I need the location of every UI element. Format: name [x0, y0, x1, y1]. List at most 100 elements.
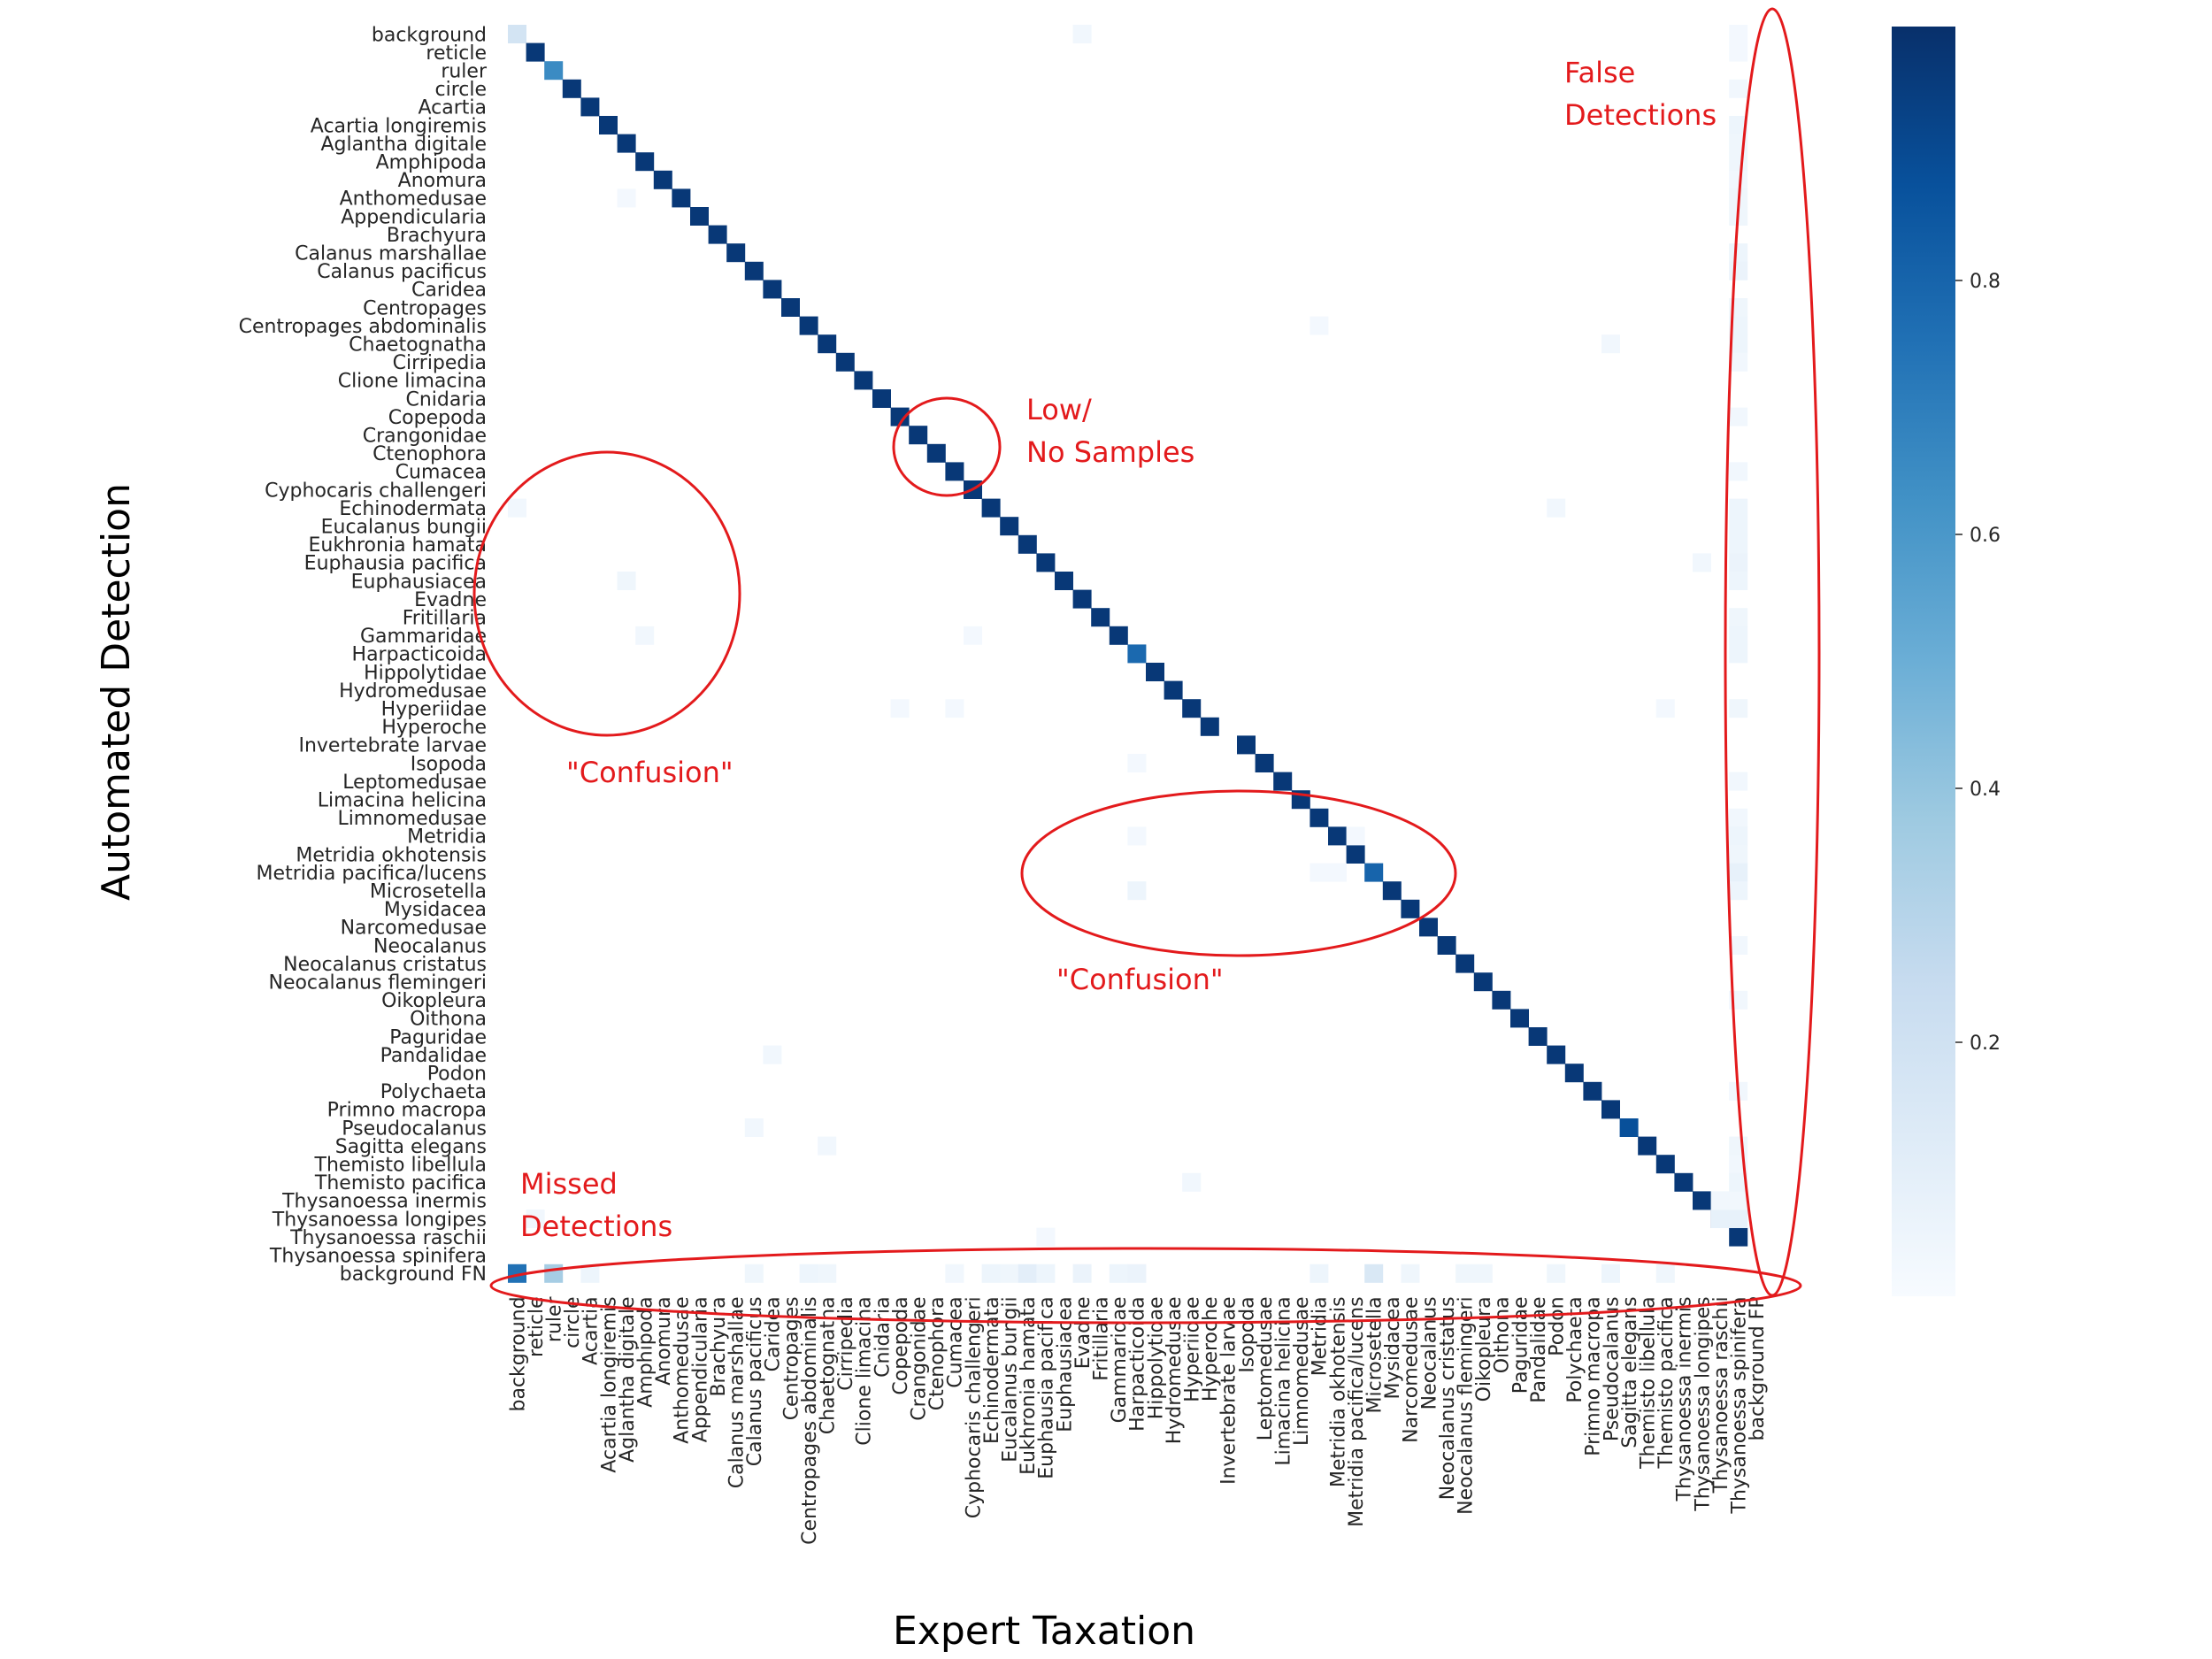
y-tick-label: Thysanoessa longipes	[272, 1209, 487, 1231]
annotation-low-no-samples: Low/	[1026, 393, 1092, 426]
heatmap-cell	[1510, 1009, 1529, 1028]
x-tick-label: Mysidacea	[1382, 1296, 1404, 1399]
heatmap-cell	[818, 334, 837, 354]
heatmap-cell	[1182, 1172, 1202, 1192]
heatmap-cell	[1072, 25, 1092, 43]
x-tick-label: Evadne	[1072, 1296, 1094, 1369]
heatmap-cell	[1729, 152, 1748, 172]
heatmap-cell	[1693, 1191, 1711, 1210]
heatmap-cell	[1382, 881, 1402, 901]
x-tick-label: background	[507, 1296, 529, 1411]
heatmap-cell	[1710, 1210, 1730, 1228]
heatmap-cell	[1547, 1045, 1566, 1064]
y-tick-label: Neocalanus cristatus	[283, 954, 487, 976]
heatmap-cell	[1164, 680, 1183, 700]
heatmap-cell	[708, 225, 727, 244]
y-tick-label: Cyphocaris challengeri	[265, 480, 487, 502]
heatmap-cell	[1729, 261, 1748, 280]
heatmap-cell	[1310, 316, 1329, 335]
heatmap-cell	[1328, 826, 1347, 846]
y-tick-label: background	[372, 24, 487, 46]
x-tick-label: Thysanoessa spinifera	[1729, 1296, 1751, 1514]
x-tick-label: Hippolytidae	[1145, 1296, 1167, 1419]
heatmap-cell	[617, 134, 636, 153]
y-tick-label: Limacina helicina	[318, 790, 487, 812]
y-tick-label: Amphipoda	[376, 152, 487, 174]
heatmap-cell	[526, 42, 545, 62]
heatmap-cell	[945, 699, 964, 718]
x-tick-label: Isopoda	[1236, 1296, 1258, 1372]
heatmap-cell	[1729, 699, 1748, 718]
y-tick-label: Leptomedusae	[342, 772, 487, 794]
y-tick-label: Thysanoessa raschii	[289, 1227, 487, 1249]
heatmap-cell	[854, 371, 873, 390]
heatmap-cell	[763, 280, 782, 299]
y-axis-title: Automated Detection	[94, 483, 139, 901]
heatmap-cell	[508, 25, 526, 43]
heatmap-cell	[544, 61, 564, 81]
y-tick-label: ruler	[441, 61, 488, 83]
y-tick-label: circle	[434, 79, 487, 101]
colorbar-gradient	[1892, 27, 1955, 1296]
heatmap-cell	[1000, 1263, 1019, 1283]
heatmap-cell	[981, 498, 1001, 518]
heatmap-cell	[1729, 334, 1748, 354]
heatmap-cell	[1091, 608, 1110, 627]
x-tick-label: Neocalanus	[1418, 1296, 1440, 1409]
heatmap-cell	[1729, 517, 1748, 536]
x-tick-label: Cumacea	[945, 1296, 967, 1387]
annotation-false-detections: Detections	[1564, 98, 1717, 132]
heatmap-cell	[835, 352, 855, 372]
x-tick-label: Cyphocaris challengeri	[963, 1296, 985, 1518]
x-tick-label: Cirripedia	[835, 1296, 857, 1390]
heatmap-cell	[617, 188, 636, 208]
y-tick-label: Cirripedia	[393, 352, 487, 374]
heatmap-cell	[799, 316, 818, 335]
heatmap-cell	[1729, 808, 1748, 827]
heatmap-cell	[1710, 1191, 1730, 1210]
low-samples-ellipse	[892, 396, 1002, 497]
heatmap-cell	[526, 1210, 545, 1228]
x-tick-label: Aglantha digitale	[617, 1296, 639, 1463]
heatmap-cell	[1018, 1263, 1037, 1283]
x-tick-label: Hyperiidae	[1182, 1296, 1204, 1402]
x-tick-label: Metridia	[1310, 1296, 1332, 1376]
heatmap-cell	[1310, 1263, 1329, 1283]
x-tick-label: Neocalanus cristatus	[1437, 1296, 1459, 1500]
y-tick-label: Hydromedusae	[339, 680, 487, 703]
y-tick-label: Euphausiacea	[351, 571, 487, 593]
heatmap-cells	[508, 25, 1748, 1283]
y-tick-label: Fritillaria	[403, 608, 487, 630]
heatmap-cell	[1547, 498, 1566, 518]
annotation-low-no-samples: No Samples	[1026, 435, 1194, 469]
heatmap-cell	[1655, 699, 1675, 718]
y-tick-label: Copepoda	[388, 407, 487, 429]
y-tick-label: Eucalanus bungii	[321, 517, 487, 539]
y-tick-label: Invertebrate larvae	[298, 735, 487, 757]
y-tick-label: Ctenophora	[373, 443, 487, 465]
heatmap-cell	[508, 498, 526, 518]
x-tick-label: Neocalanus flemingeri	[1455, 1296, 1478, 1515]
heatmap-cell	[890, 407, 910, 426]
heatmap-cell	[1255, 754, 1274, 772]
heatmap-cell	[617, 572, 636, 590]
heatmap-cell	[1564, 1064, 1584, 1083]
y-tick-label: Calanus marshallae	[295, 243, 487, 265]
x-tick-label: Metridia pacifica/lucens	[1346, 1296, 1368, 1526]
heatmap-cell	[981, 1263, 1001, 1283]
y-tick-label: Eukhronia hamata	[308, 534, 487, 557]
heatmap-cell	[1729, 936, 1748, 955]
x-tick-label: Cnidaria	[872, 1296, 894, 1378]
heatmap-cell	[1729, 826, 1748, 846]
colorbar-tick-label: 0.2	[1970, 1033, 2001, 1055]
heatmap-cell	[580, 97, 600, 117]
heatmap-cell	[1109, 1263, 1128, 1283]
heatmap-cell	[1364, 863, 1384, 882]
heatmap-cell	[1729, 243, 1748, 263]
heatmap-cell	[1000, 517, 1019, 536]
x-tick-label: Acartia longiremis	[598, 1296, 620, 1472]
x-tick-label: Copepoda	[890, 1296, 912, 1394]
y-tick-label: Mysidacea	[384, 899, 487, 921]
x-tick-label: Thysanoessa longipes	[1692, 1296, 1714, 1511]
y-tick-label: Thysanoessa spinifera	[269, 1246, 487, 1268]
